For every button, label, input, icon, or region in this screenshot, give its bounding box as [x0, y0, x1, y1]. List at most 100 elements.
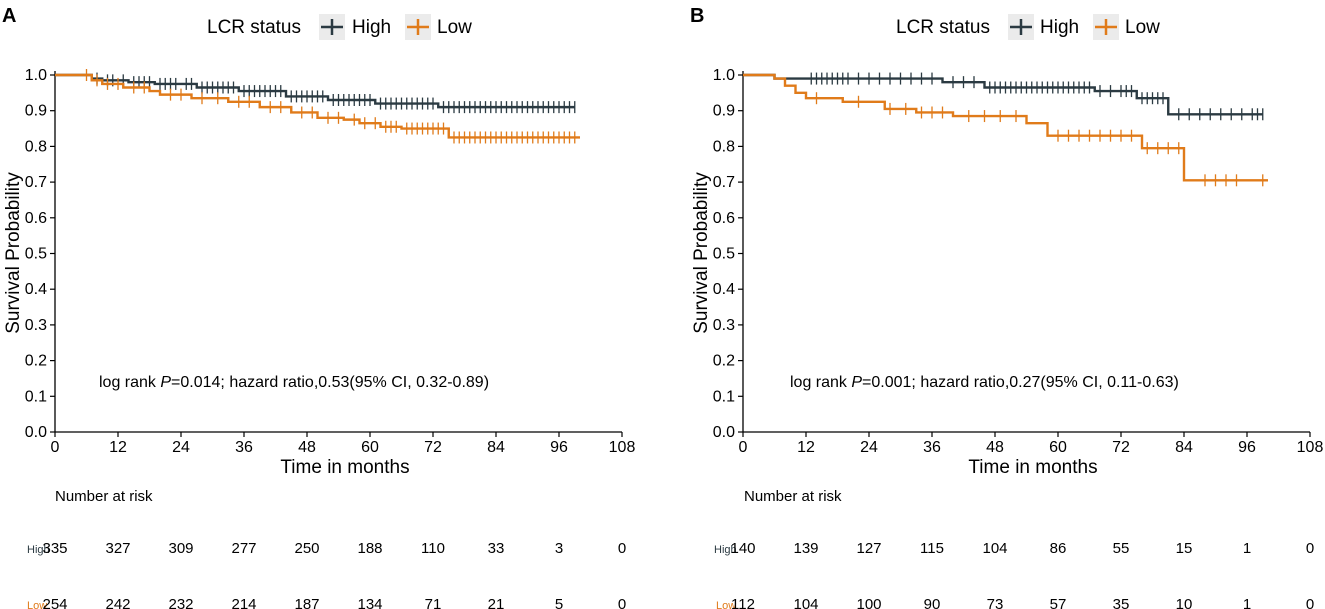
logrank-annotation: log rank P=0.014; hazard ratio,0.53(95% …: [99, 374, 489, 391]
risk-value-low: 232: [168, 596, 193, 609]
risk-value-high: 1: [1243, 540, 1251, 557]
y-tick-label: 0.8: [713, 138, 735, 155]
x-tick-label: 96: [550, 439, 568, 456]
x-tick-label: 48: [298, 439, 316, 456]
x-tick-label: 0: [739, 439, 748, 456]
risk-value-high: 15: [1176, 540, 1193, 557]
y-tick-label: 0.4: [713, 281, 735, 298]
x-tick-label: 12: [797, 439, 815, 456]
risk-value-low: 254: [42, 596, 67, 609]
risk-value-low: 0: [1306, 596, 1314, 609]
km-panel-b: B LCR status High Low Survival Probabili…: [688, 0, 1325, 609]
risk-value-low: 90: [924, 596, 941, 609]
legend-title: LCR status: [896, 17, 990, 38]
logrank-annotation: log rank P=0.001; hazard ratio,0.27(95% …: [790, 374, 1179, 391]
risk-value-high: 250: [294, 540, 319, 557]
y-tick-label: 0.5: [713, 246, 735, 263]
risk-value-high: 3: [555, 540, 563, 557]
y-tick-label: 0.3: [25, 317, 47, 334]
y-tick-label: 0.2: [713, 353, 735, 370]
risk-value-high: 327: [105, 540, 130, 557]
y-tick-label: 0.2: [25, 353, 47, 370]
risk-value-high: 309: [168, 540, 193, 557]
legend: LCR status High Low: [896, 14, 1160, 40]
y-tick-label: 0.0: [713, 424, 735, 441]
x-tick-label: 60: [361, 439, 379, 456]
risk-value-low: 73: [987, 596, 1004, 609]
risk-table-title: Number at risk: [744, 488, 842, 505]
risk-value-low: 21: [488, 596, 505, 609]
survival-curve-high: [55, 73, 575, 109]
risk-value-low: 112: [731, 596, 755, 609]
km-chart-a: A LCR status High Low Survival Probabili…: [2, 5, 636, 609]
y-tick-label: 0.9: [713, 103, 735, 120]
plot-area: 0.0 0.1 0.2 0.3 0.4 0.5 0.6 0.7 0.8 0.9 1.0 0 12 24 36…: [713, 67, 1324, 456]
risk-value-high: 0: [618, 540, 626, 557]
risk-value-high: 0: [1306, 540, 1314, 557]
y-tick-label: 0.6: [25, 210, 47, 227]
x-tick-label: 12: [109, 439, 127, 456]
y-tick-label: 0.3: [713, 317, 735, 334]
x-tick-label: 108: [609, 439, 636, 456]
legend-label-low: Low: [437, 17, 472, 38]
plot-area: 0.0 0.1 0.2 0.3 0.4 0.5 0.6 0.7 0.8 0.9 1.0 0 12 24 36…: [25, 67, 636, 456]
x-axis-label: Time in months: [280, 457, 409, 478]
y-tick-label: 0.6: [713, 210, 735, 227]
x-tick-label: 24: [860, 439, 878, 456]
y-tick-label: 0.5: [25, 246, 47, 263]
risk-value-high: 110: [421, 540, 445, 557]
survival-curve-low: [743, 73, 1268, 182]
km-chart-b: B LCR status High Low Survival Probabili…: [690, 5, 1324, 609]
survival-curve-high: [743, 73, 1263, 116]
risk-value-low: 104: [793, 596, 818, 609]
x-tick-label: 96: [1238, 439, 1256, 456]
risk-value-high: 55: [1113, 540, 1130, 557]
y-tick-label: 0.7: [713, 174, 735, 191]
risk-table-title: Number at risk: [55, 488, 153, 505]
x-axis-label: Time in months: [968, 457, 1097, 478]
risk-row-label-low: Low: [27, 600, 47, 609]
panel-label: B: [690, 5, 704, 27]
x-tick-label: 48: [986, 439, 1004, 456]
y-tick-label: 0.9: [25, 103, 47, 120]
risk-value-high: 104: [982, 540, 1007, 557]
y-tick-label: 0.4: [25, 281, 47, 298]
x-tick-label: 84: [1175, 439, 1193, 456]
y-tick-label: 0.1: [713, 388, 735, 405]
risk-value-low: 214: [231, 596, 256, 609]
risk-value-low: 187: [294, 596, 319, 609]
risk-value-high: 127: [856, 540, 881, 557]
x-tick-label: 36: [235, 439, 253, 456]
risk-value-low: 134: [357, 596, 382, 609]
legend-label-low: Low: [1125, 17, 1160, 38]
x-tick-label: 72: [424, 439, 442, 456]
risk-value-low: 71: [425, 596, 442, 609]
legend-title: LCR status: [207, 17, 301, 38]
panel-label: A: [2, 5, 16, 27]
risk-row-label-high: High: [714, 544, 737, 556]
y-axis-label: Survival Probability: [3, 172, 24, 334]
legend-label-high: High: [352, 17, 391, 38]
legend: LCR status High Low: [207, 14, 472, 40]
risk-value-high: 188: [357, 540, 382, 557]
y-axis-label: Survival Probability: [691, 172, 712, 334]
risk-value-high: 335: [42, 540, 67, 557]
legend-label-high: High: [1040, 17, 1079, 38]
x-tick-label: 60: [1049, 439, 1067, 456]
risk-row-label-low: Low: [716, 600, 736, 609]
risk-value-low: 35: [1113, 596, 1130, 609]
risk-value-low: 242: [105, 596, 130, 609]
y-tick-label: 1.0: [25, 67, 47, 84]
x-tick-label: 24: [172, 439, 190, 456]
risk-value-high: 115: [920, 540, 944, 557]
risk-value-low: 1: [1243, 596, 1251, 609]
risk-value-high: 33: [488, 540, 505, 557]
y-tick-label: 1.0: [713, 67, 735, 84]
risk-value-high: 139: [793, 540, 818, 557]
x-tick-label: 0: [51, 439, 60, 456]
survival-curve-low: [55, 73, 580, 139]
y-tick-label: 0.8: [25, 138, 47, 155]
x-tick-label: 108: [1297, 439, 1324, 456]
